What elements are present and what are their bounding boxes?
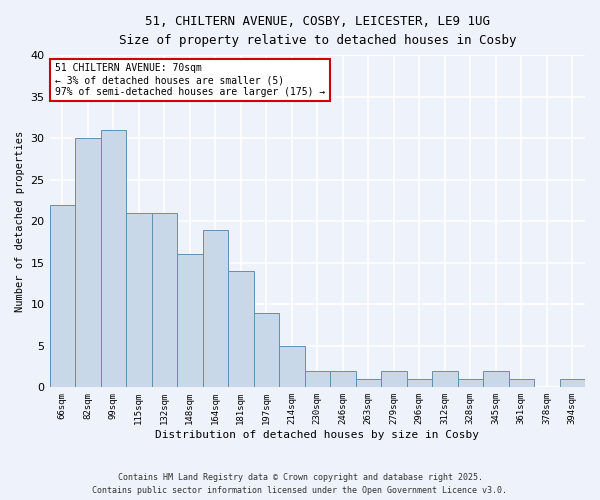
Bar — [407, 379, 432, 388]
Bar — [152, 213, 177, 388]
Bar — [101, 130, 126, 388]
Bar — [560, 379, 585, 388]
Bar — [305, 370, 330, 388]
Bar — [432, 370, 458, 388]
Text: Contains HM Land Registry data © Crown copyright and database right 2025.
Contai: Contains HM Land Registry data © Crown c… — [92, 474, 508, 495]
Bar — [279, 346, 305, 388]
Bar — [203, 230, 228, 388]
Y-axis label: Number of detached properties: Number of detached properties — [15, 130, 25, 312]
Bar — [356, 379, 381, 388]
Title: 51, CHILTERN AVENUE, COSBY, LEICESTER, LE9 1UG
Size of property relative to deta: 51, CHILTERN AVENUE, COSBY, LEICESTER, L… — [119, 15, 516, 47]
Bar — [381, 370, 407, 388]
Bar — [75, 138, 101, 388]
Bar — [254, 312, 279, 388]
Bar — [509, 379, 534, 388]
Bar — [483, 370, 509, 388]
X-axis label: Distribution of detached houses by size in Cosby: Distribution of detached houses by size … — [155, 430, 479, 440]
Bar — [126, 213, 152, 388]
Bar — [50, 204, 75, 388]
Bar — [228, 271, 254, 388]
Bar — [330, 370, 356, 388]
Text: 51 CHILTERN AVENUE: 70sqm
← 3% of detached houses are smaller (5)
97% of semi-de: 51 CHILTERN AVENUE: 70sqm ← 3% of detach… — [55, 64, 325, 96]
Bar — [177, 254, 203, 388]
Bar — [458, 379, 483, 388]
